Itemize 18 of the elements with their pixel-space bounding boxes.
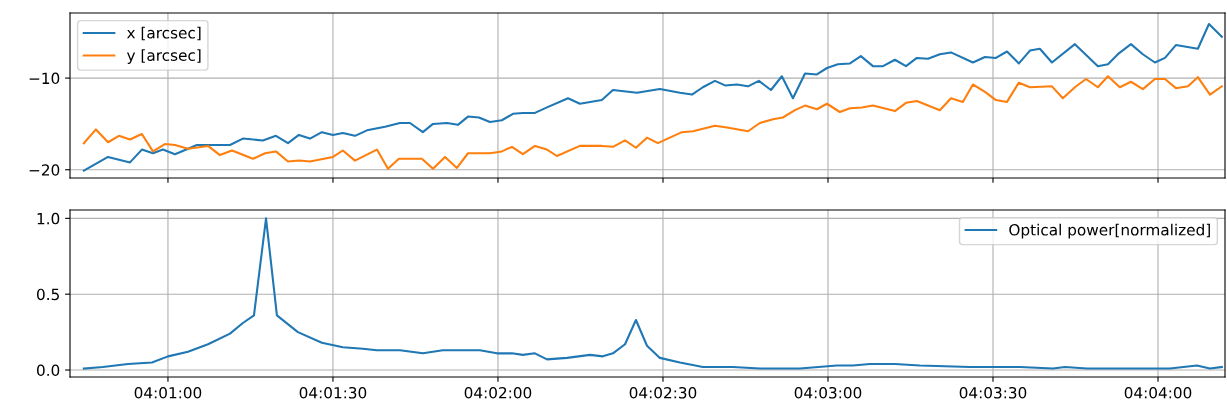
y-tick-label: −10 xyxy=(29,72,60,85)
line-series xyxy=(82,75,1223,170)
y-tick-label: 0.0 xyxy=(36,364,60,377)
x-tick-label: 04:03:00 xyxy=(794,386,862,399)
y-tick-label: −20 xyxy=(29,164,60,176)
legend-label: Optical power[normalized] xyxy=(1009,223,1210,239)
legend-label: x [arcsec] xyxy=(126,26,201,41)
x-tick-label: 04:02:30 xyxy=(629,386,697,399)
x-tick-label: 04:01:00 xyxy=(134,386,202,399)
x-tick-label: 04:01:30 xyxy=(299,386,367,399)
x-tick-label: 04:03:30 xyxy=(959,386,1027,399)
x-tick-label: 04:04:00 xyxy=(1124,386,1192,399)
line-series xyxy=(82,22,1223,172)
line-series xyxy=(82,217,1223,370)
legend-label: y [arcsec] xyxy=(126,49,201,64)
y-tick-label: 0.5 xyxy=(36,288,59,301)
x-tick-label: 04:02:00 xyxy=(464,386,532,399)
y-tick-label: 1.0 xyxy=(37,212,60,225)
